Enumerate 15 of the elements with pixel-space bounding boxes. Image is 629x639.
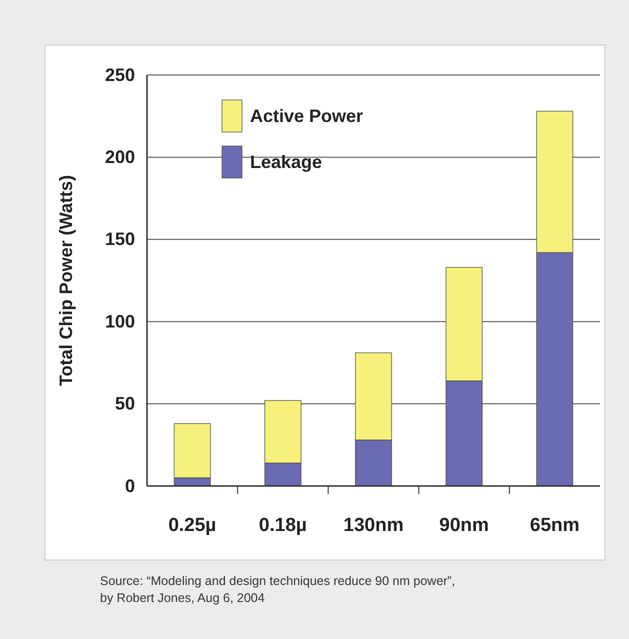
y-tick-label: 150 [104,229,135,250]
y-tick-label: 250 [104,64,135,85]
y-tick-label: 50 [114,394,135,414]
y-tick-label: 0 [124,476,135,496]
x-tick-label: 130nm [343,515,404,536]
y-axis-title: Total Chip Power (Watts) [56,175,76,386]
source-note: Source: “Modeling and design techniques reduce 90 nm power”, by Robert Jones, Aug 6, 2004 [100,574,456,605]
y-tick-label: 100 [104,311,135,332]
x-tick-label: 0.18µ [258,515,307,536]
x-tick-label: 0.25µ [168,515,216,536]
x-tick-label: 65nm [530,515,580,536]
legend-label: Active Power [250,106,364,126]
y-tick-label: 200 [104,146,135,167]
x-tick-label: 90nm [439,515,489,536]
legend-label: Leakage [250,152,322,172]
